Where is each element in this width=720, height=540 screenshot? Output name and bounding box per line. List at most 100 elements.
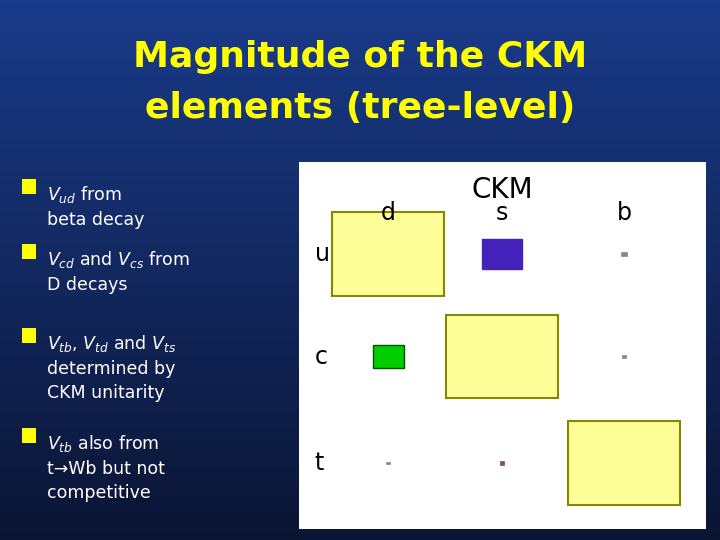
Bar	[0, 104, 720, 108]
Bar	[0, 432, 720, 436]
Bar	[0, 227, 720, 231]
Bar	[0, 25, 720, 29]
Bar	[0, 209, 720, 212]
Bar	[0, 173, 720, 177]
Bar	[0, 191, 720, 194]
Bar	[0, 259, 720, 263]
Bar	[0, 281, 720, 285]
Bar	[0, 482, 720, 486]
Text: $V_{cd}$ and $V_{cs}$ from
D decays: $V_{cd}$ and $V_{cs}$ from D decays	[47, 249, 189, 294]
Bar	[0, 201, 720, 205]
Text: d: d	[381, 201, 396, 225]
Bar	[0, 518, 720, 522]
Bar	[22, 179, 36, 194]
Bar	[0, 400, 720, 403]
Bar	[0, 158, 720, 162]
Bar	[0, 7, 720, 11]
Bar	[0, 378, 720, 382]
Bar	[0, 216, 720, 220]
Bar	[0, 266, 720, 270]
Bar	[0, 115, 720, 119]
Bar	[0, 295, 720, 299]
Bar	[0, 277, 720, 281]
Bar	[0, 147, 720, 151]
Text: b: b	[617, 201, 631, 225]
Bar	[0, 374, 720, 378]
Bar	[0, 79, 720, 83]
Bar	[0, 428, 720, 432]
Text: s: s	[496, 201, 508, 225]
Bar	[0, 151, 720, 155]
Bar	[22, 328, 36, 343]
Bar	[0, 263, 720, 266]
Bar	[0, 90, 720, 93]
Bar	[0, 339, 720, 342]
Bar	[0, 248, 720, 252]
Bar	[0, 43, 720, 47]
Bar	[0, 274, 720, 277]
Bar	[0, 475, 720, 479]
Bar	[0, 65, 720, 69]
Bar	[0, 396, 720, 400]
Bar	[0, 288, 720, 292]
Bar	[0, 285, 720, 288]
Bar	[0, 133, 720, 137]
Bar	[0, 407, 720, 410]
Bar	[0, 83, 720, 86]
Bar	[0, 403, 720, 407]
Bar	[0, 177, 720, 180]
Bar	[0, 468, 720, 471]
Bar	[0, 385, 720, 389]
Bar	[0, 504, 720, 508]
Bar	[446, 315, 558, 399]
Text: CKM: CKM	[472, 176, 533, 204]
Bar	[22, 428, 36, 443]
Bar	[0, 461, 720, 464]
Bar	[0, 112, 720, 115]
Bar	[0, 140, 720, 144]
Bar	[0, 490, 720, 493]
Bar	[0, 123, 720, 126]
Bar	[0, 15, 720, 18]
Bar	[0, 306, 720, 309]
Bar	[0, 511, 720, 515]
Text: $V_{tb}$, $V_{td}$ and $V_{ts}$
determined by
CKM unitarity: $V_{tb}$, $V_{td}$ and $V_{ts}$ determin…	[47, 333, 176, 402]
Bar	[569, 421, 680, 505]
Bar	[0, 198, 720, 201]
Bar	[0, 169, 720, 173]
Bar	[0, 47, 720, 50]
Bar	[0, 382, 720, 385]
Bar	[482, 239, 522, 268]
Bar	[0, 324, 720, 328]
Text: elements (tree-level): elements (tree-level)	[145, 91, 575, 125]
Bar	[0, 436, 720, 439]
Bar	[0, 72, 720, 76]
Bar	[0, 54, 720, 58]
Bar	[0, 22, 720, 25]
Text: c: c	[315, 345, 328, 369]
Bar	[0, 486, 720, 490]
Bar	[0, 212, 720, 216]
Bar	[0, 454, 720, 457]
Bar	[500, 462, 504, 465]
Bar	[0, 425, 720, 428]
Bar	[0, 410, 720, 414]
Bar	[0, 346, 720, 349]
Bar	[0, 533, 720, 536]
Bar	[0, 508, 720, 511]
Bar	[621, 252, 627, 256]
Bar	[0, 371, 720, 374]
Bar	[0, 417, 720, 421]
Bar	[0, 349, 720, 353]
Bar	[0, 187, 720, 191]
Bar	[0, 245, 720, 248]
Bar	[0, 231, 720, 234]
Bar	[0, 39, 720, 43]
Bar	[0, 255, 720, 259]
Bar	[0, 50, 720, 54]
Bar	[0, 108, 720, 112]
Bar	[0, 309, 720, 313]
Bar	[0, 97, 720, 101]
Bar	[0, 166, 720, 169]
Bar	[0, 36, 720, 39]
